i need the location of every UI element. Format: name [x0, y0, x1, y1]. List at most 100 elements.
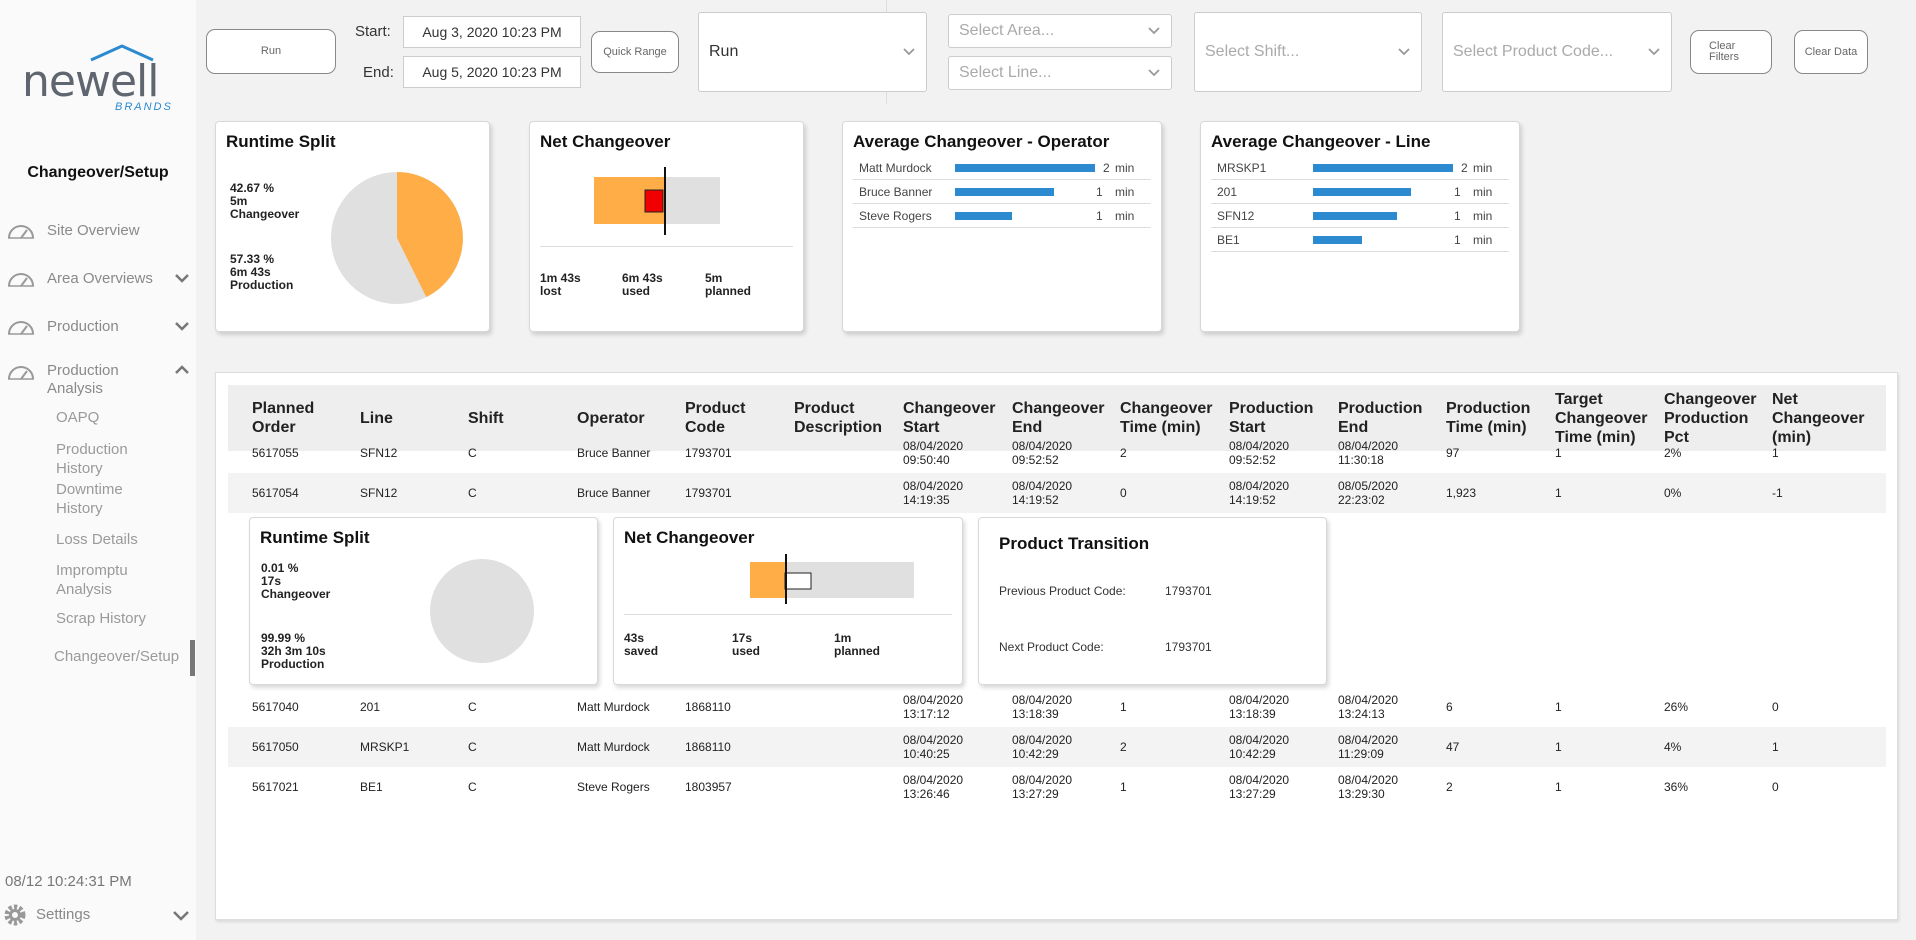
subnav-impromptu-analysis[interactable]: Impromptu Analysis — [56, 562, 128, 598]
gauge-icon — [8, 366, 34, 380]
column-header[interactable]: Line — [360, 409, 393, 427]
cell-line: MRSKP1 — [360, 740, 410, 754]
cell-operator: Bruce Banner — [577, 486, 651, 500]
changeover-label: Changeover — [230, 207, 300, 221]
line-select[interactable]: Select Line... — [948, 56, 1172, 90]
cell-operator: Bruce Banner — [577, 446, 651, 460]
sort-icon[interactable] — [446, 411, 456, 425]
sort-icon[interactable] — [1532, 411, 1542, 425]
sort-icon[interactable] — [880, 411, 890, 425]
subnav-production-history[interactable]: Production History — [56, 441, 128, 477]
cell-p_time: 2 — [1446, 780, 1453, 794]
column-header[interactable]: Changeover Production Pct — [1664, 390, 1757, 446]
nav-label: Site Overview — [47, 222, 140, 239]
cell-co_time: 2 — [1120, 740, 1127, 754]
sort-icon[interactable] — [1206, 411, 1216, 425]
clear-data-button[interactable]: Clear Data — [1794, 30, 1868, 74]
subnav-changeover-setup[interactable]: Changeover/Setup — [54, 648, 180, 665]
column-header[interactable]: Production End — [1338, 400, 1423, 436]
quick-range-button[interactable]: Quick Range — [591, 31, 679, 73]
sort-icon[interactable] — [663, 411, 673, 425]
nav-production[interactable]: Production — [0, 312, 196, 342]
table-row[interactable]: 5617055 SFN12 C Bruce Banner 1793701 08/04/20… — [228, 433, 1886, 473]
card-title: Runtime Split — [226, 132, 336, 151]
column-header[interactable]: Changeover Start — [903, 400, 996, 436]
cell-p_end: 08/05/2020 22:23:02 — [1338, 479, 1399, 507]
row-value: 1 — [1454, 185, 1461, 199]
settings-menu[interactable]: Settings — [0, 900, 196, 930]
detail-changeover-legend: 0.01 % 17s Changeover — [261, 562, 330, 601]
column-header[interactable]: Net Changeover (min) — [1772, 390, 1865, 446]
used-value: 6m 43s — [622, 271, 663, 285]
product-code-select[interactable]: Select Product Code... — [1442, 12, 1672, 92]
run-button[interactable]: Run — [206, 29, 336, 74]
subnav-loss-details[interactable]: Loss Details — [56, 531, 138, 548]
card-title: Runtime Split — [260, 528, 370, 547]
column-header[interactable]: Changeover Time (min) — [1120, 400, 1213, 436]
sort-icon[interactable] — [1424, 411, 1434, 425]
cell-operator: Steve Rogers — [577, 780, 650, 794]
cell-p_time: 1,923 — [1446, 486, 1477, 500]
chevron-up-icon[interactable] — [174, 360, 190, 380]
nav-area-overviews[interactable]: Area Overviews — [0, 264, 196, 294]
chevron-down-icon[interactable] — [174, 268, 190, 288]
sort-icon[interactable] — [1750, 411, 1760, 425]
subnav-oapq[interactable]: OAPQ — [56, 409, 100, 426]
sort-icon[interactable] — [554, 411, 564, 425]
table-row[interactable]: 5617054 SFN12 C Bruce Banner 1793701 08/04/20… — [228, 473, 1886, 513]
row-unit: min — [1473, 233, 1493, 247]
column-header[interactable]: Product Description — [794, 400, 883, 436]
area-select[interactable]: Select Area... — [948, 14, 1172, 48]
planned-label: planned — [705, 284, 752, 298]
subnav-downtime-history[interactable]: Downtime History — [56, 481, 123, 517]
nav-production-analysis[interactable]: Production Analysis — [0, 356, 196, 400]
net-changeover-card: Net Changeover 1m 43s lost 6m 43s used 5m p… — [529, 121, 804, 332]
detail-runtime-split-card: Runtime Split 0.01 % 17s Changeover 99.9… — [249, 517, 598, 685]
column-header[interactable]: Shift — [468, 409, 504, 427]
clear-filters-button[interactable]: Clear Filters — [1690, 30, 1772, 74]
changeover-time: 5m — [230, 194, 248, 208]
table-row[interactable]: 5617021 BE1 C Steve Rogers 1803957 08/04/2020… — [228, 767, 1886, 807]
column-header[interactable]: Operator — [577, 409, 645, 427]
sort-icon[interactable] — [338, 411, 348, 425]
avg-bar — [1313, 164, 1453, 172]
end-date-input[interactable]: Aug 5, 2020 10:23 PM — [403, 56, 581, 88]
card-title: Product Transition — [999, 534, 1150, 553]
avg-bar-row: Steve Rogers 1 min — [853, 204, 1151, 228]
sort-icon[interactable] — [989, 411, 999, 425]
nav-site-overview[interactable]: Site Overview — [0, 216, 196, 246]
cell-pct: 4% — [1664, 740, 1682, 754]
chevron-down-icon[interactable] — [174, 316, 190, 336]
avg-bar — [1313, 188, 1411, 196]
sort-icon[interactable] — [1641, 411, 1651, 425]
table-row[interactable]: 5617050 MRSKP1 C Matt Murdock 1868110 08/04/2… — [228, 727, 1886, 767]
cell-code: 1868110 — [685, 740, 731, 754]
column-header[interactable]: Production Start — [1229, 400, 1314, 436]
column-header[interactable]: Product Code — [685, 400, 746, 436]
sort-icon[interactable] — [1098, 411, 1108, 425]
sort-icon[interactable] — [1315, 411, 1325, 425]
nav-label: Area Overviews — [47, 270, 153, 287]
shift-select[interactable]: Select Shift... — [1194, 12, 1422, 92]
column-header[interactable]: Planned Order — [252, 400, 315, 436]
cell-net: 1 — [1772, 740, 1779, 754]
cell-p_end: 08/04/2020 13:29:30 — [1338, 773, 1399, 801]
column-header[interactable]: Production Time (min) — [1446, 400, 1531, 436]
gauge-icon — [8, 225, 34, 239]
cell-p_start: 08/04/2020 10:42:29 — [1229, 733, 1290, 761]
nav-label: Production Analysis — [47, 362, 119, 397]
column-header[interactable]: Changeover End — [1012, 400, 1105, 436]
table-row[interactable]: 5617040 201 C Matt Murdock 1868110 08/04/2020… — [228, 687, 1886, 727]
cell-desc — [794, 767, 890, 807]
cell-desc — [794, 473, 890, 513]
start-date-input[interactable]: Aug 3, 2020 10:23 PM — [403, 16, 581, 48]
subnav-scrap-history[interactable]: Scrap History — [56, 610, 147, 627]
sort-icon[interactable] — [1858, 411, 1868, 425]
column-header[interactable]: Target Changeover Time (min) — [1555, 390, 1648, 446]
mode-select[interactable]: Run — [698, 12, 927, 92]
page-title: Changeover/Setup — [27, 164, 169, 181]
sort-icon[interactable] — [771, 411, 781, 425]
net-changeover-bullet-chart — [594, 167, 720, 235]
cell-desc — [794, 433, 890, 473]
cell-code: 1868110 — [685, 700, 731, 714]
